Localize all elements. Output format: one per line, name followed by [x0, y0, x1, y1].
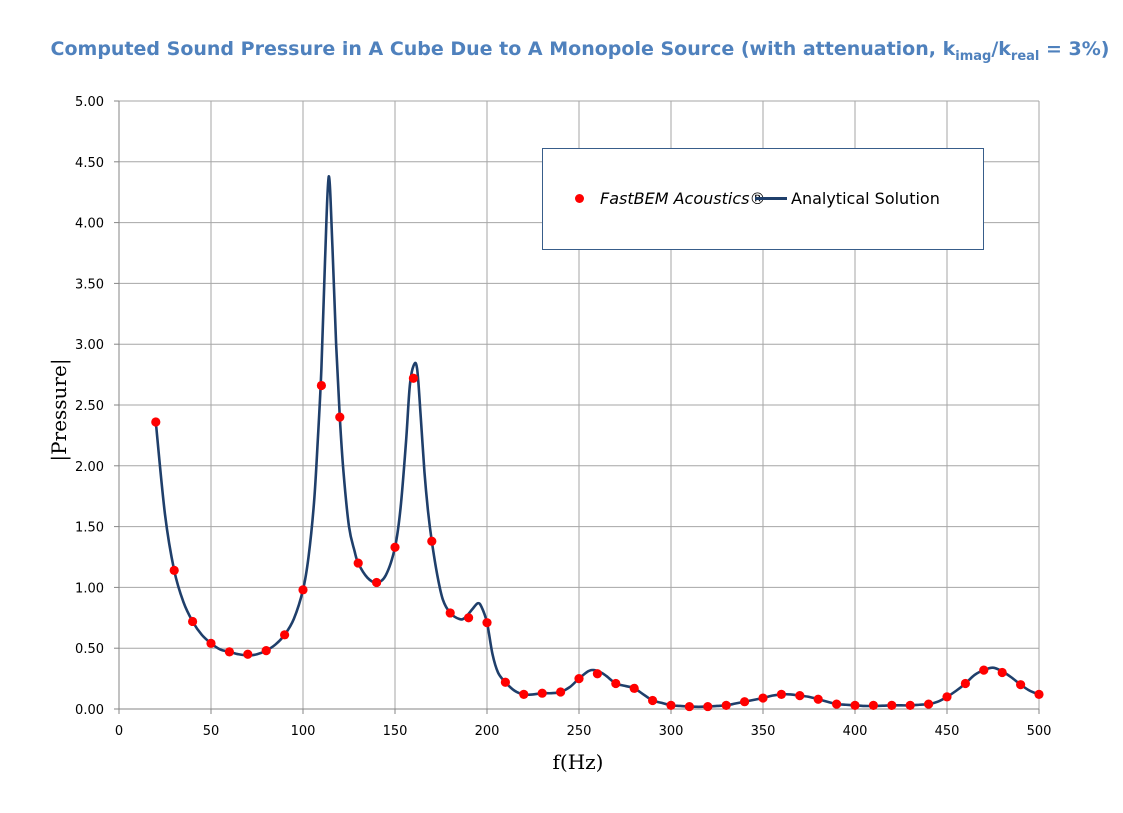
- fastbem-data-point: [574, 674, 584, 684]
- x-tick-label: 400: [843, 724, 868, 739]
- fastbem-data-point: [224, 647, 234, 657]
- analytical-solution-line: [154, 175, 1040, 709]
- chart-title: Computed Sound Pressure in A Cube Due to…: [0, 38, 1123, 64]
- fastbem-data-point: [243, 649, 253, 659]
- fastbem-data-point: [740, 697, 750, 707]
- x-tick-label: 100: [291, 724, 316, 739]
- y-tick-label: 1.50: [75, 521, 104, 536]
- legend-item-analytical: Analytical Solution: [755, 189, 940, 208]
- axes: [114, 100, 1040, 714]
- y-tick-label: 2.00: [75, 460, 104, 475]
- title-sub-imag: imag: [955, 48, 992, 64]
- y-tick-label: 0.50: [75, 642, 104, 657]
- fastbem-data-point: [261, 646, 271, 656]
- fastbem-data-point: [169, 565, 179, 575]
- fastbem-data-point: [188, 616, 198, 627]
- x-tick-label: 450: [935, 724, 960, 739]
- fastbem-data-point: [813, 694, 823, 704]
- legend-item-fastbem: FastBEM Acoustics®: [575, 189, 765, 208]
- fastbem-data-point: [556, 687, 566, 697]
- fastbem-data-point: [832, 699, 842, 709]
- fastbem-data-point: [905, 700, 915, 710]
- title-tail: = 3%): [1039, 38, 1110, 60]
- fastbem-data-point: [445, 608, 455, 618]
- fastbem-data-point: [758, 693, 768, 703]
- fastbem-data-point: [721, 700, 731, 710]
- fastbem-data-point: [1016, 680, 1026, 690]
- fastbem-data-point: [648, 695, 658, 706]
- fastbem-data-point: [500, 677, 510, 687]
- fastbem-data-point: [942, 692, 952, 702]
- fastbem-data-point: [684, 701, 695, 712]
- y-tick-label: 5.00: [75, 95, 104, 110]
- fastbem-data-point: [887, 700, 897, 710]
- fastbem-data-point: [151, 417, 161, 427]
- fastbem-data-point: [519, 689, 529, 700]
- x-tick-label: 50: [203, 724, 220, 739]
- legend: FastBEM Acoustics® Analytical Solution: [542, 148, 984, 250]
- y-tick-label: 1.00: [75, 581, 104, 596]
- y-tick-label: 4.50: [75, 156, 104, 171]
- fastbem-data-point: [537, 688, 547, 698]
- legend-label-analytical: Analytical Solution: [791, 189, 940, 208]
- fastbem-data-point: [408, 373, 418, 383]
- x-tick-label: 500: [1027, 724, 1052, 739]
- fastbem-data-point: [924, 699, 934, 709]
- analytical-series: [154, 175, 1040, 709]
- fastbem-data-point: [427, 536, 437, 546]
- y-tick-labels: 0.00 0.50 1.00 1.50 2.00 2.50 3.00 3.50 4.00 4.50…: [75, 95, 104, 718]
- fastbem-data-point: [464, 613, 474, 623]
- legend-label-fastbem: FastBEM Acoustics®: [600, 189, 766, 208]
- fastbem-data-point: [298, 585, 308, 595]
- x-tick-label: 350: [751, 724, 776, 739]
- fastbem-data-point: [335, 412, 345, 422]
- legend-line-analytical: [755, 197, 787, 200]
- y-tick-label: 2.50: [75, 399, 104, 414]
- fastbem-data-point: [316, 380, 326, 391]
- fastbem-data-point: [868, 700, 879, 710]
- fastbem-data-point: [1034, 689, 1044, 700]
- fastbem-data-point: [703, 701, 713, 712]
- x-tick-labels: 0 50 100 150 200 250 300 350 400 450 500: [115, 724, 1052, 739]
- y-tick-label: 3.50: [75, 277, 104, 292]
- fastbem-data-point: [372, 577, 382, 588]
- title-sub-real: real: [1010, 48, 1040, 64]
- fastbem-data-point: [629, 683, 639, 693]
- fastbem-series: [151, 373, 1044, 712]
- fastbem-data-point: [482, 618, 492, 628]
- x-tick-label: 200: [475, 724, 500, 739]
- fastbem-data-point: [390, 542, 400, 552]
- fastbem-data-point: [979, 665, 989, 675]
- y-tick-label: 0.00: [75, 703, 104, 718]
- fastbem-data-point: [666, 700, 676, 710]
- fastbem-data-point: [997, 667, 1007, 678]
- x-tick-label: 250: [567, 724, 592, 739]
- fastbem-data-point: [850, 700, 860, 710]
- fastbem-data-point: [611, 678, 621, 689]
- fastbem-data-point: [795, 691, 805, 701]
- y-tick-label: 4.00: [75, 217, 104, 232]
- x-tick-label: 0: [115, 724, 123, 739]
- title-slash: /k: [991, 38, 1011, 60]
- fastbem-data-point: [206, 638, 216, 648]
- x-tick-label: 150: [383, 724, 408, 739]
- fastbem-data-point: [776, 689, 787, 700]
- title-main: Computed Sound Pressure in A Cube Due to…: [50, 38, 956, 60]
- x-tick-label: 300: [659, 724, 684, 739]
- fastbem-data-point: [353, 558, 363, 568]
- fastbem-data-point: [280, 630, 290, 640]
- fastbem-data-point: [592, 669, 603, 679]
- x-axis-label: f(Hz): [553, 750, 604, 774]
- y-axis-label: |Pressure|: [47, 358, 72, 461]
- fastbem-data-point: [960, 678, 971, 689]
- y-tick-label: 3.00: [75, 338, 104, 353]
- legend-marker-fastbem: [575, 194, 584, 203]
